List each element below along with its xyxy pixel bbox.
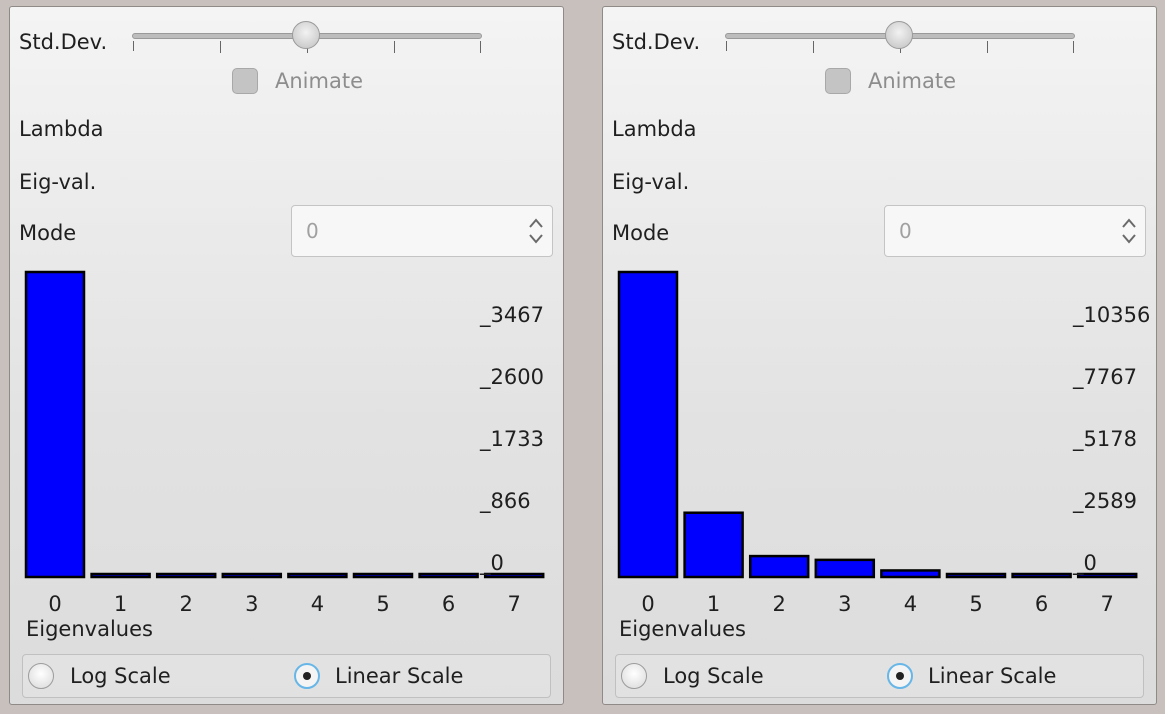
animate-checkbox[interactable]	[825, 68, 851, 94]
y-tick-label: _2589	[1072, 489, 1137, 514]
bar-1	[683, 511, 744, 579]
animate-checkbox[interactable]	[232, 68, 258, 94]
x-tick-label: 5	[376, 592, 389, 616]
std-dev-label: Std.Dev.	[612, 30, 701, 54]
scale-radio-group: Log Scale Linear Scale	[22, 654, 551, 698]
linear-scale-radio[interactable]	[887, 663, 913, 689]
y-tick-label: _0	[479, 551, 504, 576]
y-tick-label: _7767	[1072, 365, 1137, 390]
x-tick-label: 7	[1101, 592, 1114, 616]
mode-spinbox[interactable]: 0	[884, 205, 1146, 257]
bar-7	[1076, 572, 1138, 579]
log-scale-radio[interactable]	[621, 663, 647, 689]
x-axis-label: Eigenvalues	[26, 617, 153, 641]
eigen-panel-right: Std.Dev. Animate Lambda Eig-val. Mode 0 …	[602, 6, 1157, 705]
scale-radio-group: Log Scale Linear Scale	[615, 654, 1144, 698]
log-scale-label[interactable]: Log Scale	[663, 664, 764, 688]
y-tick-label: _1733	[479, 427, 544, 452]
mode-value[interactable]: 0	[899, 219, 912, 243]
bar-5	[945, 572, 1007, 579]
log-scale-label[interactable]: Log Scale	[70, 664, 171, 688]
x-tick-label: 2	[773, 592, 786, 616]
x-tick-label: 7	[508, 592, 521, 616]
linear-scale-label[interactable]: Linear Scale	[335, 664, 464, 688]
std-dev-slider-handle[interactable]	[292, 21, 320, 49]
bar-3	[814, 558, 876, 579]
bar-1	[90, 572, 151, 579]
eigen-panel-left: Std.Dev. Animate Lambda Eig-val. Mode 0 …	[9, 6, 564, 705]
std-dev-slider-handle[interactable]	[885, 21, 913, 49]
std-dev-label: Std.Dev.	[19, 30, 108, 54]
bar-3	[221, 572, 283, 579]
y-tick-label: _866	[479, 489, 531, 514]
lambda-label: Lambda	[19, 117, 104, 141]
bar-6	[1011, 572, 1072, 579]
animate-label[interactable]: Animate	[275, 69, 363, 93]
x-tick-label: 4	[904, 592, 917, 616]
x-tick-label: 5	[969, 592, 982, 616]
spin-arrows-icon[interactable]	[1119, 213, 1139, 249]
y-tick-label: _2600	[479, 365, 544, 390]
x-tick-label: 3	[245, 592, 258, 616]
spin-arrows-icon[interactable]	[526, 213, 546, 249]
x-tick-label: 2	[180, 592, 193, 616]
mode-label: Mode	[612, 221, 670, 245]
bar-7	[483, 572, 545, 579]
log-scale-radio[interactable]	[28, 663, 54, 689]
x-tick-label: 6	[1035, 592, 1048, 616]
y-tick-label: _3467	[479, 303, 544, 328]
eigenvalue-chart: 0 1 2 3 4 5 6 7 Eigenvalues _0 _866 _1733 _2600 _3467	[24, 270, 545, 641]
bar-4	[287, 572, 348, 579]
mode-spinbox[interactable]: 0	[291, 205, 553, 257]
bar-2	[155, 572, 217, 579]
eigval-label: Eig-val.	[19, 170, 97, 194]
linear-scale-radio[interactable]	[294, 663, 320, 689]
x-tick-label: 0	[48, 592, 61, 616]
x-tick-label: 0	[641, 592, 654, 616]
animate-label[interactable]: Animate	[868, 69, 956, 93]
bar-6	[418, 572, 479, 579]
y-tick-label: _10356	[1072, 303, 1150, 328]
mode-label: Mode	[19, 221, 77, 245]
mode-value[interactable]: 0	[306, 219, 319, 243]
x-tick-label: 4	[311, 592, 324, 616]
x-axis-label: Eigenvalues	[619, 617, 746, 641]
lambda-label: Lambda	[612, 117, 697, 141]
eigval-label: Eig-val.	[612, 170, 690, 194]
bar-4	[880, 569, 941, 579]
linear-scale-label[interactable]: Linear Scale	[928, 664, 1057, 688]
x-tick-label: 1	[707, 592, 720, 616]
x-tick-label: 6	[442, 592, 455, 616]
x-tick-label: 3	[838, 592, 851, 616]
x-tick-label: 1	[114, 592, 127, 616]
y-tick-label: _0	[1072, 551, 1097, 576]
y-tick-label: _5178	[1072, 427, 1137, 452]
eigenvalue-chart: 0 1 2 3 4 5 6 7 Eigenvalues _0 _2589 _5178 _7767 _103…	[617, 270, 1150, 641]
bar-0	[24, 270, 86, 579]
bar-5	[352, 572, 414, 579]
bar-2	[748, 554, 810, 579]
bar-0	[617, 270, 679, 579]
